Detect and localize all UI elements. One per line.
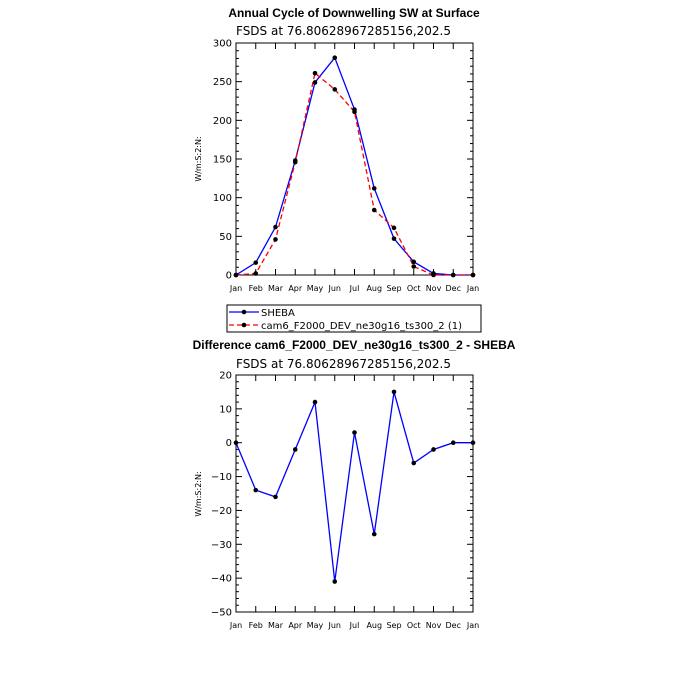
chart1-point-1: [411, 264, 417, 269]
chart2-ytick-label: −50: [211, 608, 232, 619]
chart2-point-0: [312, 399, 318, 405]
chart2-xtick-label: Aug: [366, 621, 382, 630]
chart2-plot-area: −50 −40 −30 −20 −10 0 10 20 Jan Feb Mar Apr May Jun Ju…: [211, 371, 479, 631]
chart1-ytick-label: 0: [226, 271, 232, 282]
chart1-title: Annual Cycle of Downwelling SW at Surfac…: [228, 6, 480, 20]
chart1-point-0: [411, 259, 417, 265]
chart1-ytick-label: 200: [213, 116, 232, 127]
chart1-subtitle: FSDS at 76.80628967285156,202.5: [236, 24, 451, 38]
chart2-point-0: [411, 460, 417, 466]
chart2-xtick-label: Dec: [446, 621, 461, 630]
chart2-xtick-label: Sep: [386, 621, 401, 630]
chart2-series-line-0: [235, 391, 473, 582]
chart2-xtick-label: Mar: [268, 621, 284, 630]
chart1-ytick-label: 100: [213, 193, 232, 204]
chart1-xtick-label: Jan: [466, 284, 479, 293]
chart1-point-0: [273, 224, 278, 230]
chart2-point-0: [253, 487, 259, 493]
chart2-title: Difference cam6_F2000_DEV_ne30g16_ts300_…: [193, 338, 516, 352]
chart1-point-1: [312, 70, 318, 76]
chart1-series-line-1: [235, 71, 473, 276]
chart1-point-0: [391, 236, 397, 241]
legend-marker-sheba: [241, 309, 247, 315]
chart1-xtick-label: Apr: [288, 284, 303, 293]
chart2-point-0: [431, 447, 436, 452]
chart2-ylabel: W/m:S:2:N:: [194, 471, 203, 516]
chart1-ytick-label: 150: [213, 155, 232, 166]
chart1-point-1: [253, 271, 259, 276]
legend-marker-cam6: [241, 322, 247, 328]
chart1-plot-area: 0 50 100 150 200 250 300 Jan Feb Mar Apr May Jun Jul A…: [213, 39, 479, 294]
chart1-series-line-0: [235, 56, 473, 276]
chart2-point-0: [233, 440, 239, 446]
chart2-ytick-label: −10: [211, 472, 232, 483]
chart1-xtick-label: Mar: [268, 284, 284, 293]
chart1-ytick-label: 50: [219, 232, 232, 243]
chart2-xtick-label: Nov: [426, 621, 442, 630]
chart2-xtick-label: Jun: [328, 621, 342, 630]
chart2-point-0: [470, 440, 476, 446]
chart1-point-1: [391, 225, 397, 231]
chart1-xtick-label: Oct: [407, 284, 421, 293]
chart1-ytick-label: 250: [213, 77, 232, 88]
chart2-frame: [235, 374, 474, 613]
chart2-point-0: [273, 494, 278, 500]
chart1-point-0: [332, 55, 338, 60]
chart2-ytick-label: 20: [219, 371, 232, 382]
chart2-ytick-label: 10: [219, 404, 232, 415]
chart2-ytick-label: 0: [226, 438, 232, 449]
chart1-point-1: [332, 87, 338, 92]
chart2-xtick-label: Jul: [349, 621, 360, 630]
chart1-frame: [235, 42, 474, 276]
chart2-ytick-label: −40: [211, 574, 232, 585]
chart1-point-1: [431, 272, 436, 278]
chart1-xtick-label: Aug: [366, 284, 382, 293]
chart2-point-0: [332, 579, 338, 584]
legend-label-cam6: cam6_F2000_DEV_ne30g16_ts300_2 (1): [261, 321, 462, 332]
chart2-xtick-label: Jan: [229, 621, 242, 630]
chart2-xtick-label: May: [307, 621, 324, 630]
chart2-point-0: [352, 430, 357, 435]
chart1-xtick-label: Jul: [349, 284, 360, 293]
chart1-point-1: [292, 159, 298, 165]
chart2-point-0: [371, 531, 377, 537]
chart1-point-1: [470, 272, 476, 278]
chart2-subtitle: FSDS at 76.80628967285156,202.5: [236, 357, 451, 371]
chart2-xtick-label: Oct: [407, 621, 421, 630]
chart2-xtick-label: Apr: [288, 621, 303, 630]
legend-label-sheba: SHEBA: [261, 308, 295, 319]
chart2-ytick-label: −20: [211, 506, 232, 517]
chart1-xtick-label: Sep: [386, 284, 401, 293]
chart1-xtick-label: May: [307, 284, 324, 293]
chart1-point-1: [371, 207, 377, 213]
chart2-xtick-label: Jan: [466, 621, 479, 630]
chart2-xtick-label: Feb: [249, 621, 263, 630]
chart1-legend: SHEBA cam6_F2000_DEV_ne30g16_ts300_2 (1): [226, 304, 482, 333]
chart1-point-1: [233, 272, 239, 278]
chart1-point-1: [273, 237, 278, 242]
chart1-point-1: [450, 272, 456, 278]
chart2-point-0: [292, 447, 298, 452]
chart1-point-0: [371, 186, 377, 191]
chart1-point-0: [253, 260, 259, 265]
chart1-ylabel: W/m:S:2:N:: [194, 136, 203, 181]
chart2-ytick-label: −30: [211, 540, 232, 551]
chart1-point-0: [312, 80, 318, 85]
chart1-xtick-label: Nov: [426, 284, 442, 293]
chart1-xtick-label: Jun: [328, 284, 342, 293]
chart2-point-0: [450, 440, 456, 446]
chart2-point-0: [391, 389, 397, 395]
chart1-ytick-label: 300: [213, 39, 232, 50]
chart1-point-1: [352, 109, 357, 115]
chart1-xtick-label: Dec: [446, 284, 461, 293]
chart1-xtick-label: Feb: [249, 284, 263, 293]
chart1-xtick-label: Jan: [229, 284, 242, 293]
